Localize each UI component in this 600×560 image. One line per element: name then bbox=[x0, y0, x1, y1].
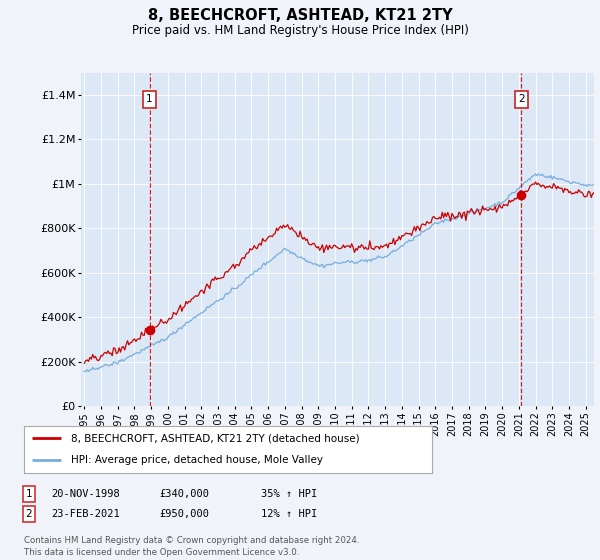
Text: 35% ↑ HPI: 35% ↑ HPI bbox=[261, 489, 317, 499]
Text: HPI: Average price, detached house, Mole Valley: HPI: Average price, detached house, Mole… bbox=[71, 455, 323, 465]
Text: 20-NOV-1998: 20-NOV-1998 bbox=[51, 489, 120, 499]
Text: 8, BEECHCROFT, ASHTEAD, KT21 2TY: 8, BEECHCROFT, ASHTEAD, KT21 2TY bbox=[148, 8, 452, 24]
Text: 12% ↑ HPI: 12% ↑ HPI bbox=[261, 509, 317, 519]
Text: 2: 2 bbox=[25, 509, 32, 519]
Text: 8, BEECHCROFT, ASHTEAD, KT21 2TY (detached house): 8, BEECHCROFT, ASHTEAD, KT21 2TY (detach… bbox=[71, 433, 359, 444]
Text: £340,000: £340,000 bbox=[159, 489, 209, 499]
Text: 23-FEB-2021: 23-FEB-2021 bbox=[51, 509, 120, 519]
Text: £950,000: £950,000 bbox=[159, 509, 209, 519]
Text: 1: 1 bbox=[146, 95, 153, 105]
Text: Price paid vs. HM Land Registry's House Price Index (HPI): Price paid vs. HM Land Registry's House … bbox=[131, 24, 469, 37]
Text: Contains HM Land Registry data © Crown copyright and database right 2024.
This d: Contains HM Land Registry data © Crown c… bbox=[24, 536, 359, 557]
Text: 2: 2 bbox=[518, 95, 524, 105]
Text: 1: 1 bbox=[25, 489, 32, 499]
